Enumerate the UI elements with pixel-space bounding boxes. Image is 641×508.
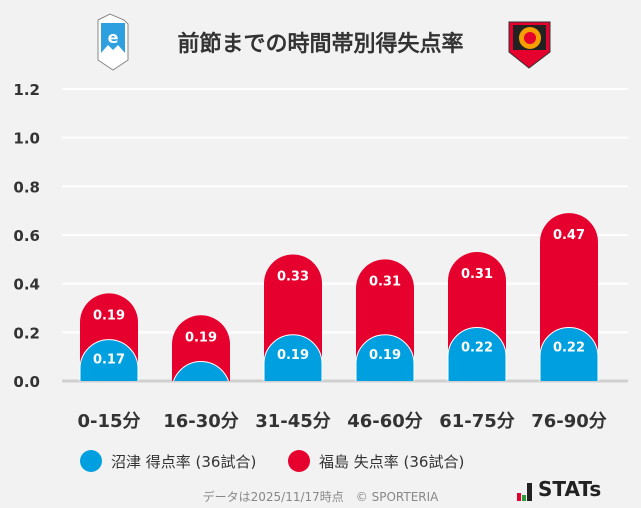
data-label: 0.31	[461, 267, 493, 282]
legend-swatch-blue	[80, 450, 102, 472]
bar-away	[540, 213, 598, 381]
stats-logo: STATs	[517, 477, 601, 501]
bar-away	[172, 315, 230, 381]
legend-label: 沼津 得点率 (36試合)	[111, 452, 257, 471]
y-tick-label: 0.4	[13, 276, 40, 294]
y-tick-label: 0.8	[13, 178, 40, 196]
home-team-logo: e	[97, 13, 129, 71]
x-tick-label: 16-30分	[163, 411, 239, 432]
data-label: 0.19	[185, 330, 217, 345]
legend-item-home: 沼津 得点率 (36試合)	[80, 450, 256, 472]
bar-home	[173, 361, 229, 381]
bar-home	[263, 334, 323, 381]
legend-item-away: 福島 失点率 (36試合)	[288, 450, 464, 472]
legend-swatch-red	[288, 450, 310, 472]
y-tick-label: 0.0	[13, 373, 40, 391]
y-tick-label: 1.2	[13, 81, 40, 99]
x-tick-label: 61-75分	[439, 411, 515, 432]
y-tick-label: 1.0	[13, 130, 40, 148]
bar-home	[79, 339, 139, 381]
data-label: 0.22	[461, 340, 493, 355]
data-label: 0.47	[553, 228, 585, 243]
legend-label: 福島 失点率 (36試合)	[319, 452, 465, 471]
x-tick-label: 46-60分	[347, 411, 423, 432]
footer-note: データは2025/11/17時点 © SPORTERIA	[202, 490, 439, 504]
data-label: 0.17	[93, 353, 125, 368]
x-tick-label: 31-45分	[255, 411, 331, 432]
data-label: 0.31	[369, 274, 401, 289]
x-tick-label: 76-90分	[531, 411, 607, 432]
chart-title: 前節までの時間帯別得失点率	[177, 32, 464, 57]
stats-brand: STATs	[538, 477, 602, 501]
data-label: 0.22	[553, 340, 585, 355]
away-team-logo	[508, 21, 551, 69]
bar-home	[539, 326, 599, 381]
bar-home	[447, 326, 507, 381]
svg-text:e: e	[108, 28, 119, 47]
y-tick-label: 0.6	[13, 227, 40, 245]
bar-home	[355, 334, 415, 381]
data-label: 0.19	[93, 308, 125, 323]
x-tick-label: 0-15分	[77, 411, 140, 432]
data-label: 0.19	[369, 348, 401, 363]
data-label: 0.33	[277, 269, 309, 284]
data-label: 0.19	[277, 348, 309, 363]
y-tick-label: 0.2	[13, 324, 40, 342]
